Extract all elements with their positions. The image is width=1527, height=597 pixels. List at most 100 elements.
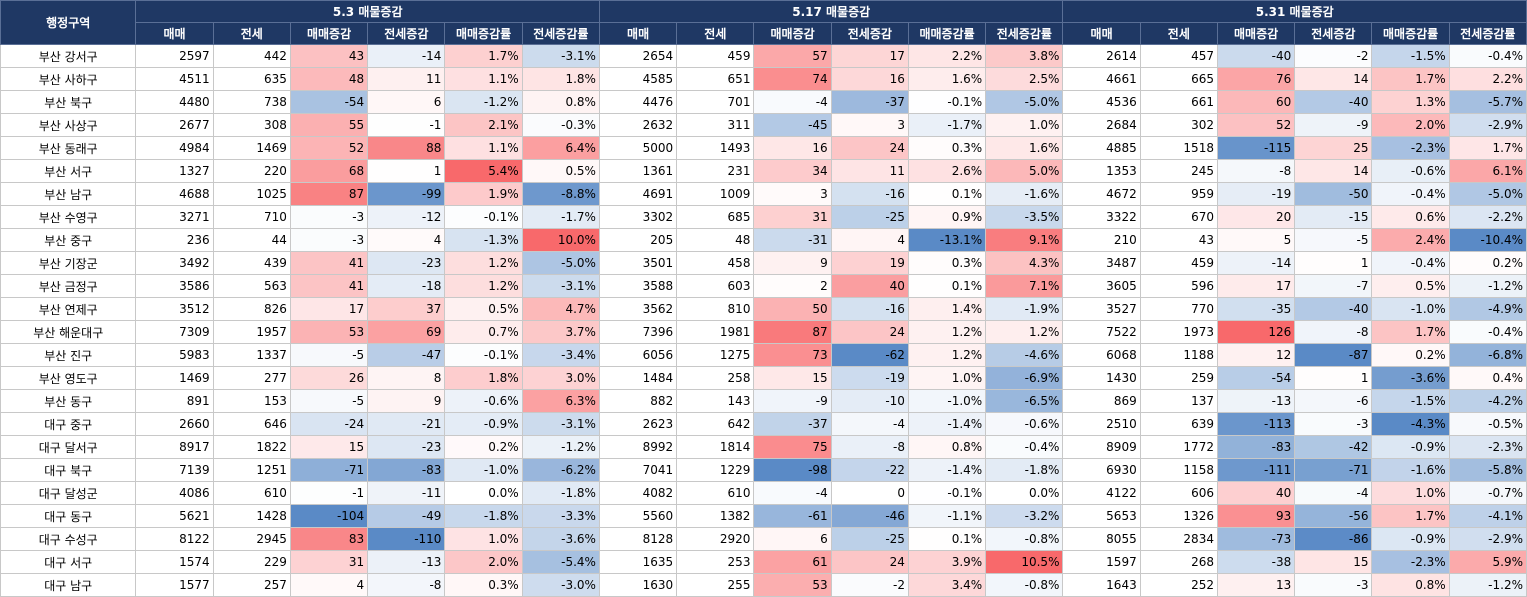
table-cell: -73: [1216, 527, 1296, 551]
table-cell: 14: [1294, 67, 1373, 91]
table-cell: -24: [289, 412, 369, 436]
table-cell: 245: [1139, 159, 1218, 183]
table-cell: 74: [753, 67, 832, 91]
table-cell: 210: [1062, 228, 1141, 252]
region-name: 대구 수성구: [0, 527, 137, 551]
table-cell: 2684: [1062, 113, 1141, 137]
table-cell: 1.6%: [907, 67, 987, 91]
table-cell: -13: [367, 550, 446, 574]
table-cell: 2945: [212, 527, 291, 551]
subheader-3-5: 매매증감률: [1371, 22, 1450, 45]
table-cell: 1327: [135, 159, 214, 183]
region-name: 대구 서구: [0, 550, 137, 574]
table-cell: -0.1%: [907, 90, 987, 114]
table-cell: 6.3%: [521, 389, 600, 413]
table-cell: 5.4%: [444, 159, 523, 183]
table-cell: -5.0%: [1448, 182, 1527, 206]
table-cell: 1337: [212, 343, 291, 367]
table-cell: 53: [753, 573, 832, 597]
table-cell: 1009: [676, 182, 755, 206]
table-cell: 4536: [1062, 90, 1141, 114]
table-cell: 126: [1216, 320, 1296, 344]
table-cell: -40: [1294, 90, 1373, 114]
table-cell: -0.6%: [985, 412, 1064, 436]
table-cell: 2.2%: [907, 44, 987, 68]
table-cell: -40: [1216, 44, 1296, 68]
table-cell: -1.2%: [1448, 573, 1527, 597]
table-cell: 4.3%: [985, 251, 1064, 275]
subheader-1-5: 매매증감률: [444, 22, 523, 45]
table-cell: -0.4%: [1371, 251, 1450, 275]
table-cell: 0.8%: [521, 90, 600, 114]
table-cell: 5.9%: [1448, 550, 1527, 574]
table-cell: -25: [830, 527, 909, 551]
table-cell: 5: [1216, 228, 1296, 252]
table-cell: -0.8%: [985, 527, 1064, 551]
table-cell: -38: [1216, 550, 1296, 574]
table-cell: 10.5%: [985, 550, 1064, 574]
table-cell: 9: [753, 251, 832, 275]
table-cell: 6930: [1062, 458, 1141, 482]
table-cell: 1.7%: [444, 44, 523, 68]
table-cell: 2677: [135, 113, 214, 137]
table-cell: 596: [1139, 274, 1218, 298]
table-cell: 0.3%: [907, 136, 987, 160]
table-cell: -2.3%: [1448, 435, 1527, 459]
table-cell: 7041: [598, 458, 678, 482]
table-row: 대구 달서구 8917 1822 15 -23 0.2% -1.2% 8992 1814 75 -8…: [0, 435, 1527, 459]
table-cell: -1.4%: [907, 412, 987, 436]
subheader-2-6: 전세증감률: [985, 22, 1064, 45]
region-name: 부산 북구: [0, 90, 137, 114]
table-cell: 11: [367, 67, 446, 91]
subheader-3-6: 전세증감률: [1448, 22, 1527, 45]
table-cell: -13: [1216, 389, 1296, 413]
table-cell: 810: [676, 297, 755, 321]
region-name: 부산 강서구: [0, 44, 137, 68]
table-cell: 2.4%: [1371, 228, 1450, 252]
table-cell: 83: [289, 527, 369, 551]
table-cell: 8055: [1062, 527, 1141, 551]
table-cell: -5: [1294, 228, 1373, 252]
table-cell: 255: [676, 573, 755, 597]
table-cell: 252: [1139, 573, 1218, 597]
table-cell: 302: [1139, 113, 1218, 137]
region-name: 대구 동구: [0, 504, 137, 528]
table-cell: 1428: [212, 504, 291, 528]
table-cell: -54: [289, 90, 369, 114]
table-cell: -8.8%: [521, 182, 600, 206]
table-cell: -2.3%: [1371, 136, 1450, 160]
table-cell: -0.4%: [1448, 320, 1527, 344]
table-cell: 6: [753, 527, 832, 551]
table-cell: -9: [1294, 113, 1373, 137]
table-cell: -61: [753, 504, 832, 528]
table-cell: 9.1%: [985, 228, 1064, 252]
table-cell: 1382: [676, 504, 755, 528]
table-cell: 2632: [598, 113, 678, 137]
table-cell: -1.4%: [907, 458, 987, 482]
table-cell: 3605: [1062, 274, 1141, 298]
table-cell: 61: [753, 550, 832, 574]
table-cell: 1469: [212, 136, 291, 160]
table-cell: 1.0%: [1371, 481, 1450, 505]
table-cell: 603: [676, 274, 755, 298]
table-cell: 1.2%: [444, 251, 523, 275]
subheader-1-1: 매매: [135, 22, 214, 45]
table-cell: 651: [676, 67, 755, 91]
table-cell: 268: [1139, 550, 1218, 574]
table-cell: -0.4%: [985, 435, 1064, 459]
table-cell: 1251: [212, 458, 291, 482]
table-cell: 4476: [598, 90, 678, 114]
table-cell: 4672: [1062, 182, 1141, 206]
table-cell: 3.8%: [985, 44, 1064, 68]
table-cell: 5.0%: [985, 159, 1064, 183]
table-cell: -7: [1294, 274, 1373, 298]
table-cell: -1: [289, 481, 369, 505]
table-cell: 8: [367, 366, 446, 390]
table-cell: 3322: [1062, 205, 1141, 229]
table-row: 부산 사상구 2677 308 55 -1 2.1% -0.3% 2632 311 -45 3 -1.…: [0, 113, 1527, 137]
table-cell: 55: [289, 113, 369, 137]
table-cell: 15: [1294, 550, 1373, 574]
table-cell: 738: [212, 90, 291, 114]
table-cell: -25: [830, 205, 909, 229]
table-row: 부산 금정구 3586 563 41 -18 1.2% -3.1% 3588 603 2 40 0.1…: [0, 274, 1527, 298]
